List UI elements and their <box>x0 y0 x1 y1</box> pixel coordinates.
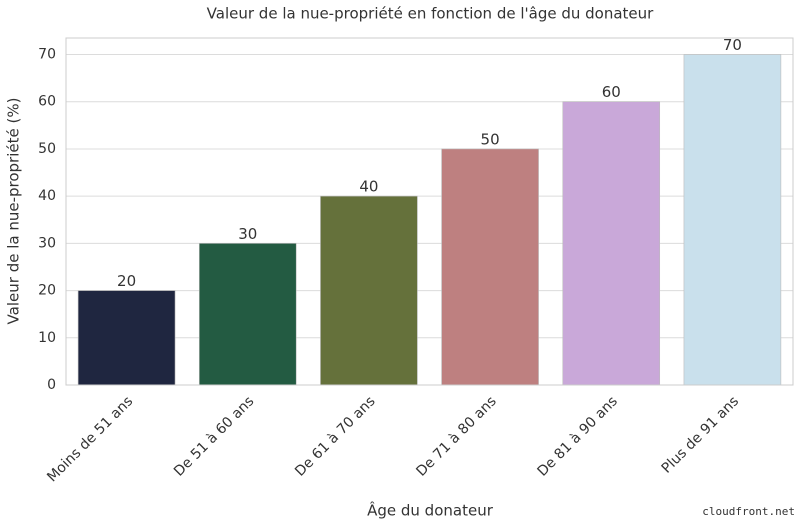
y-tick-label: 40 <box>38 188 56 204</box>
bar <box>320 195 418 386</box>
y-tick-label: 70 <box>38 47 56 63</box>
value-label: 20 <box>117 272 136 290</box>
plot-area <box>66 54 793 386</box>
bar <box>198 243 297 386</box>
value-label: 70 <box>723 36 742 54</box>
value-label: 50 <box>481 130 500 148</box>
plot-frame <box>65 37 794 386</box>
bar <box>683 54 782 386</box>
chart-title: Valeur de la nue-propriété en fonction d… <box>207 5 654 23</box>
value-label: 30 <box>238 225 257 243</box>
value-label: 60 <box>602 83 621 101</box>
y-axis-label: Valeur de la nue-propriété (%) <box>5 98 23 325</box>
bar <box>562 101 661 386</box>
y-tick-label: 30 <box>38 235 56 251</box>
y-tick-label: 0 <box>47 377 56 393</box>
y-tick-label: 20 <box>38 283 56 299</box>
x-axis-label: Âge du donateur <box>367 501 494 520</box>
y-tick-label: 50 <box>38 141 56 157</box>
bar <box>77 290 176 386</box>
y-tick-label: 60 <box>38 94 56 110</box>
watermark: cloudfront.net <box>702 505 795 518</box>
value-label: 40 <box>359 178 378 196</box>
bar <box>441 148 539 386</box>
y-tick-label: 10 <box>38 330 56 346</box>
